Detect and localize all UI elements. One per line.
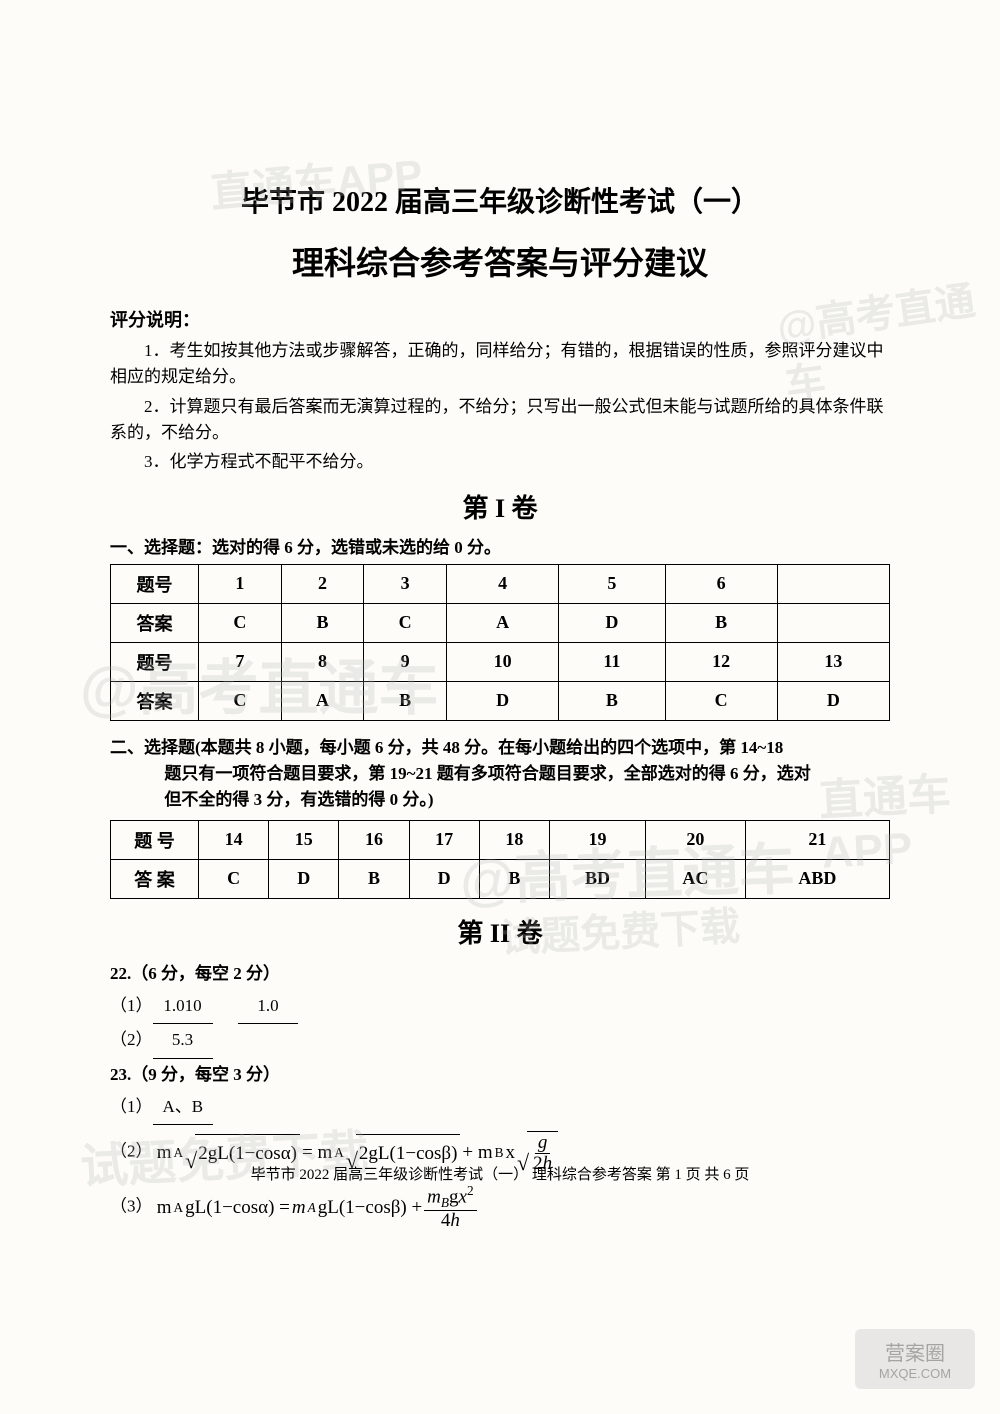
cell-q: 3	[364, 564, 447, 603]
cell-q: 17	[409, 820, 479, 859]
notes-heading: 评分说明：	[110, 306, 890, 332]
cell-a: BD	[549, 859, 645, 898]
answer-table-1: 题号 1 2 3 4 5 6 答案 C B C A D B 题号 7 8 9 1…	[110, 564, 890, 721]
cell-q: 18	[479, 820, 549, 859]
cell-q: 16	[339, 820, 409, 859]
cell-a: D	[559, 603, 665, 642]
cell-a: B	[479, 859, 549, 898]
cell-a: B	[665, 603, 777, 642]
q23-sub2-label: （2）	[110, 1142, 153, 1161]
exam-answer-page: 直通车APP @高考直通车 @高考直通车 @高考直通车 试题免费下载 试题免费下…	[0, 0, 1000, 1414]
cell-a: B	[364, 681, 447, 720]
row-label-a: 答案	[111, 603, 199, 642]
cell-q: 7	[199, 642, 282, 681]
q23-formula-3: mAgL(1−cosα) = mAgL(1−cosβ) + mBgx2 4h	[157, 1184, 477, 1231]
cell-a: A	[281, 681, 364, 720]
answer-table-2: 题 号 14 15 16 17 18 19 20 21 答 案 C D B D …	[110, 820, 890, 899]
section2-line2: 题只有一项符合题目要求，第 19~21 题有多项符合题目要求，全部选对的得 6 …	[110, 761, 890, 787]
q22-sub1: （1）1.010 1.0	[110, 990, 890, 1024]
cell-q: 15	[269, 820, 339, 859]
cell-q: 12	[665, 642, 777, 681]
cell-a: ABD	[745, 859, 889, 898]
cell-q: 4	[447, 564, 559, 603]
cell-a: D	[447, 681, 559, 720]
section2-line3: 但不全的得 3 分，有选错的得 0 分。)	[110, 787, 890, 813]
cell-a: B	[281, 603, 364, 642]
row-label-q: 题号	[111, 564, 199, 603]
table-row: 题号 7 8 9 10 11 12 13	[111, 642, 890, 681]
cell-q: 6	[665, 564, 777, 603]
q22-blank-1a: 1.010	[153, 990, 213, 1024]
scoring-notes: 评分说明： 1．考生如按其他方法或步骤解答，正确的，同样给分；有错的，根据错误的…	[110, 306, 890, 476]
table-row: 题号 1 2 3 4 5 6	[111, 564, 890, 603]
cell-a: D	[409, 859, 479, 898]
row-label-q: 题 号	[111, 820, 199, 859]
cell-a: C	[364, 603, 447, 642]
table-row: 答案 C A B D B C D	[111, 681, 890, 720]
cell-a: AC	[646, 859, 746, 898]
note-item-3: 3．化学方程式不配平不给分。	[110, 449, 890, 475]
q22-heading: 22.（6 分，每空 2 分）	[110, 958, 890, 990]
row-label-q: 题号	[111, 642, 199, 681]
q23-sub1: （1）A、B	[110, 1091, 890, 1125]
page-title-line2: 理科综合参考答案与评分建议	[110, 238, 890, 284]
cell-a: B	[559, 681, 665, 720]
section2-heading: 二、选择题(本题共 8 小题，每小题 6 分，共 48 分。在每小题给出的四个选…	[110, 735, 890, 814]
section2-line1: 二、选择题(本题共 8 小题，每小题 6 分，共 48 分。在每小题给出的四个选…	[110, 735, 890, 761]
cell-a: C	[199, 681, 282, 720]
q23-sub3: （3） mAgL(1−cosα) = mAgL(1−cosβ) + mBgx2 …	[110, 1184, 890, 1231]
cell-q: 14	[199, 820, 269, 859]
page-title-line1: 毕节市 2022 届高三年级诊断性考试（一）	[110, 180, 890, 220]
note-item-2: 2．计算题只有最后答案而无演算过程的，不给分；只写出一般公式但未能与试题所给的具…	[110, 394, 890, 447]
cell-q: 9	[364, 642, 447, 681]
cell-a: C	[199, 603, 282, 642]
q22-blank-2: 5.3	[153, 1024, 213, 1058]
page-footer: 毕节市 2022 届高三年级诊断性考试（一） 理科综合参考答案 第 1 页 共 …	[0, 1163, 1000, 1184]
cell-q: 20	[646, 820, 746, 859]
section1-heading: 一、选择题：选对的得 6 分，选错或未选的给 0 分。	[110, 533, 890, 558]
note-item-1: 1．考生如按其他方法或步骤解答，正确的，同样给分；有错的，根据错误的性质，参照评…	[110, 338, 890, 391]
cell-q: 8	[281, 642, 364, 681]
row-label-a: 答案	[111, 681, 199, 720]
cell-a: A	[447, 603, 559, 642]
cell-empty	[777, 564, 889, 603]
corner-watermark: 营案圈 MXQE.COM	[855, 1329, 975, 1389]
part1-title: 第 I 卷	[110, 488, 890, 525]
cell-q: 1	[199, 564, 282, 603]
cell-q: 11	[559, 642, 665, 681]
q23-heading: 23.（9 分，每空 3 分）	[110, 1059, 890, 1091]
cell-q: 13	[777, 642, 889, 681]
corner-line2: MXQE.COM	[879, 1366, 951, 1381]
cell-q: 5	[559, 564, 665, 603]
cell-q: 2	[281, 564, 364, 603]
table-row: 答案 C B C A D B	[111, 603, 890, 642]
cell-q: 21	[745, 820, 889, 859]
q23-blank-1: A、B	[153, 1091, 214, 1125]
cell-a: C	[199, 859, 269, 898]
question-22: 22.（6 分，每空 2 分） （1）1.010 1.0 （2）5.3	[110, 958, 890, 1059]
question-23: 23.（9 分，每空 3 分） （1）A、B （2） mA 2gL(1−cosα…	[110, 1059, 890, 1231]
cell-a: D	[777, 681, 889, 720]
table-row: 题 号 14 15 16 17 18 19 20 21	[111, 820, 890, 859]
row-label-a: 答 案	[111, 859, 199, 898]
cell-a: B	[339, 859, 409, 898]
q23-sub3-label: （3）	[110, 1197, 153, 1216]
cell-q: 10	[447, 642, 559, 681]
cell-empty	[777, 603, 889, 642]
cell-a: C	[665, 681, 777, 720]
table-row: 答 案 C D B D B BD AC ABD	[111, 859, 890, 898]
corner-line1: 营案圈	[885, 1337, 945, 1366]
part2-title: 第 II 卷	[110, 913, 890, 950]
cell-a: D	[269, 859, 339, 898]
q22-blank-1b: 1.0	[238, 990, 298, 1024]
q22-sub2: （2）5.3	[110, 1024, 890, 1058]
cell-q: 19	[549, 820, 645, 859]
